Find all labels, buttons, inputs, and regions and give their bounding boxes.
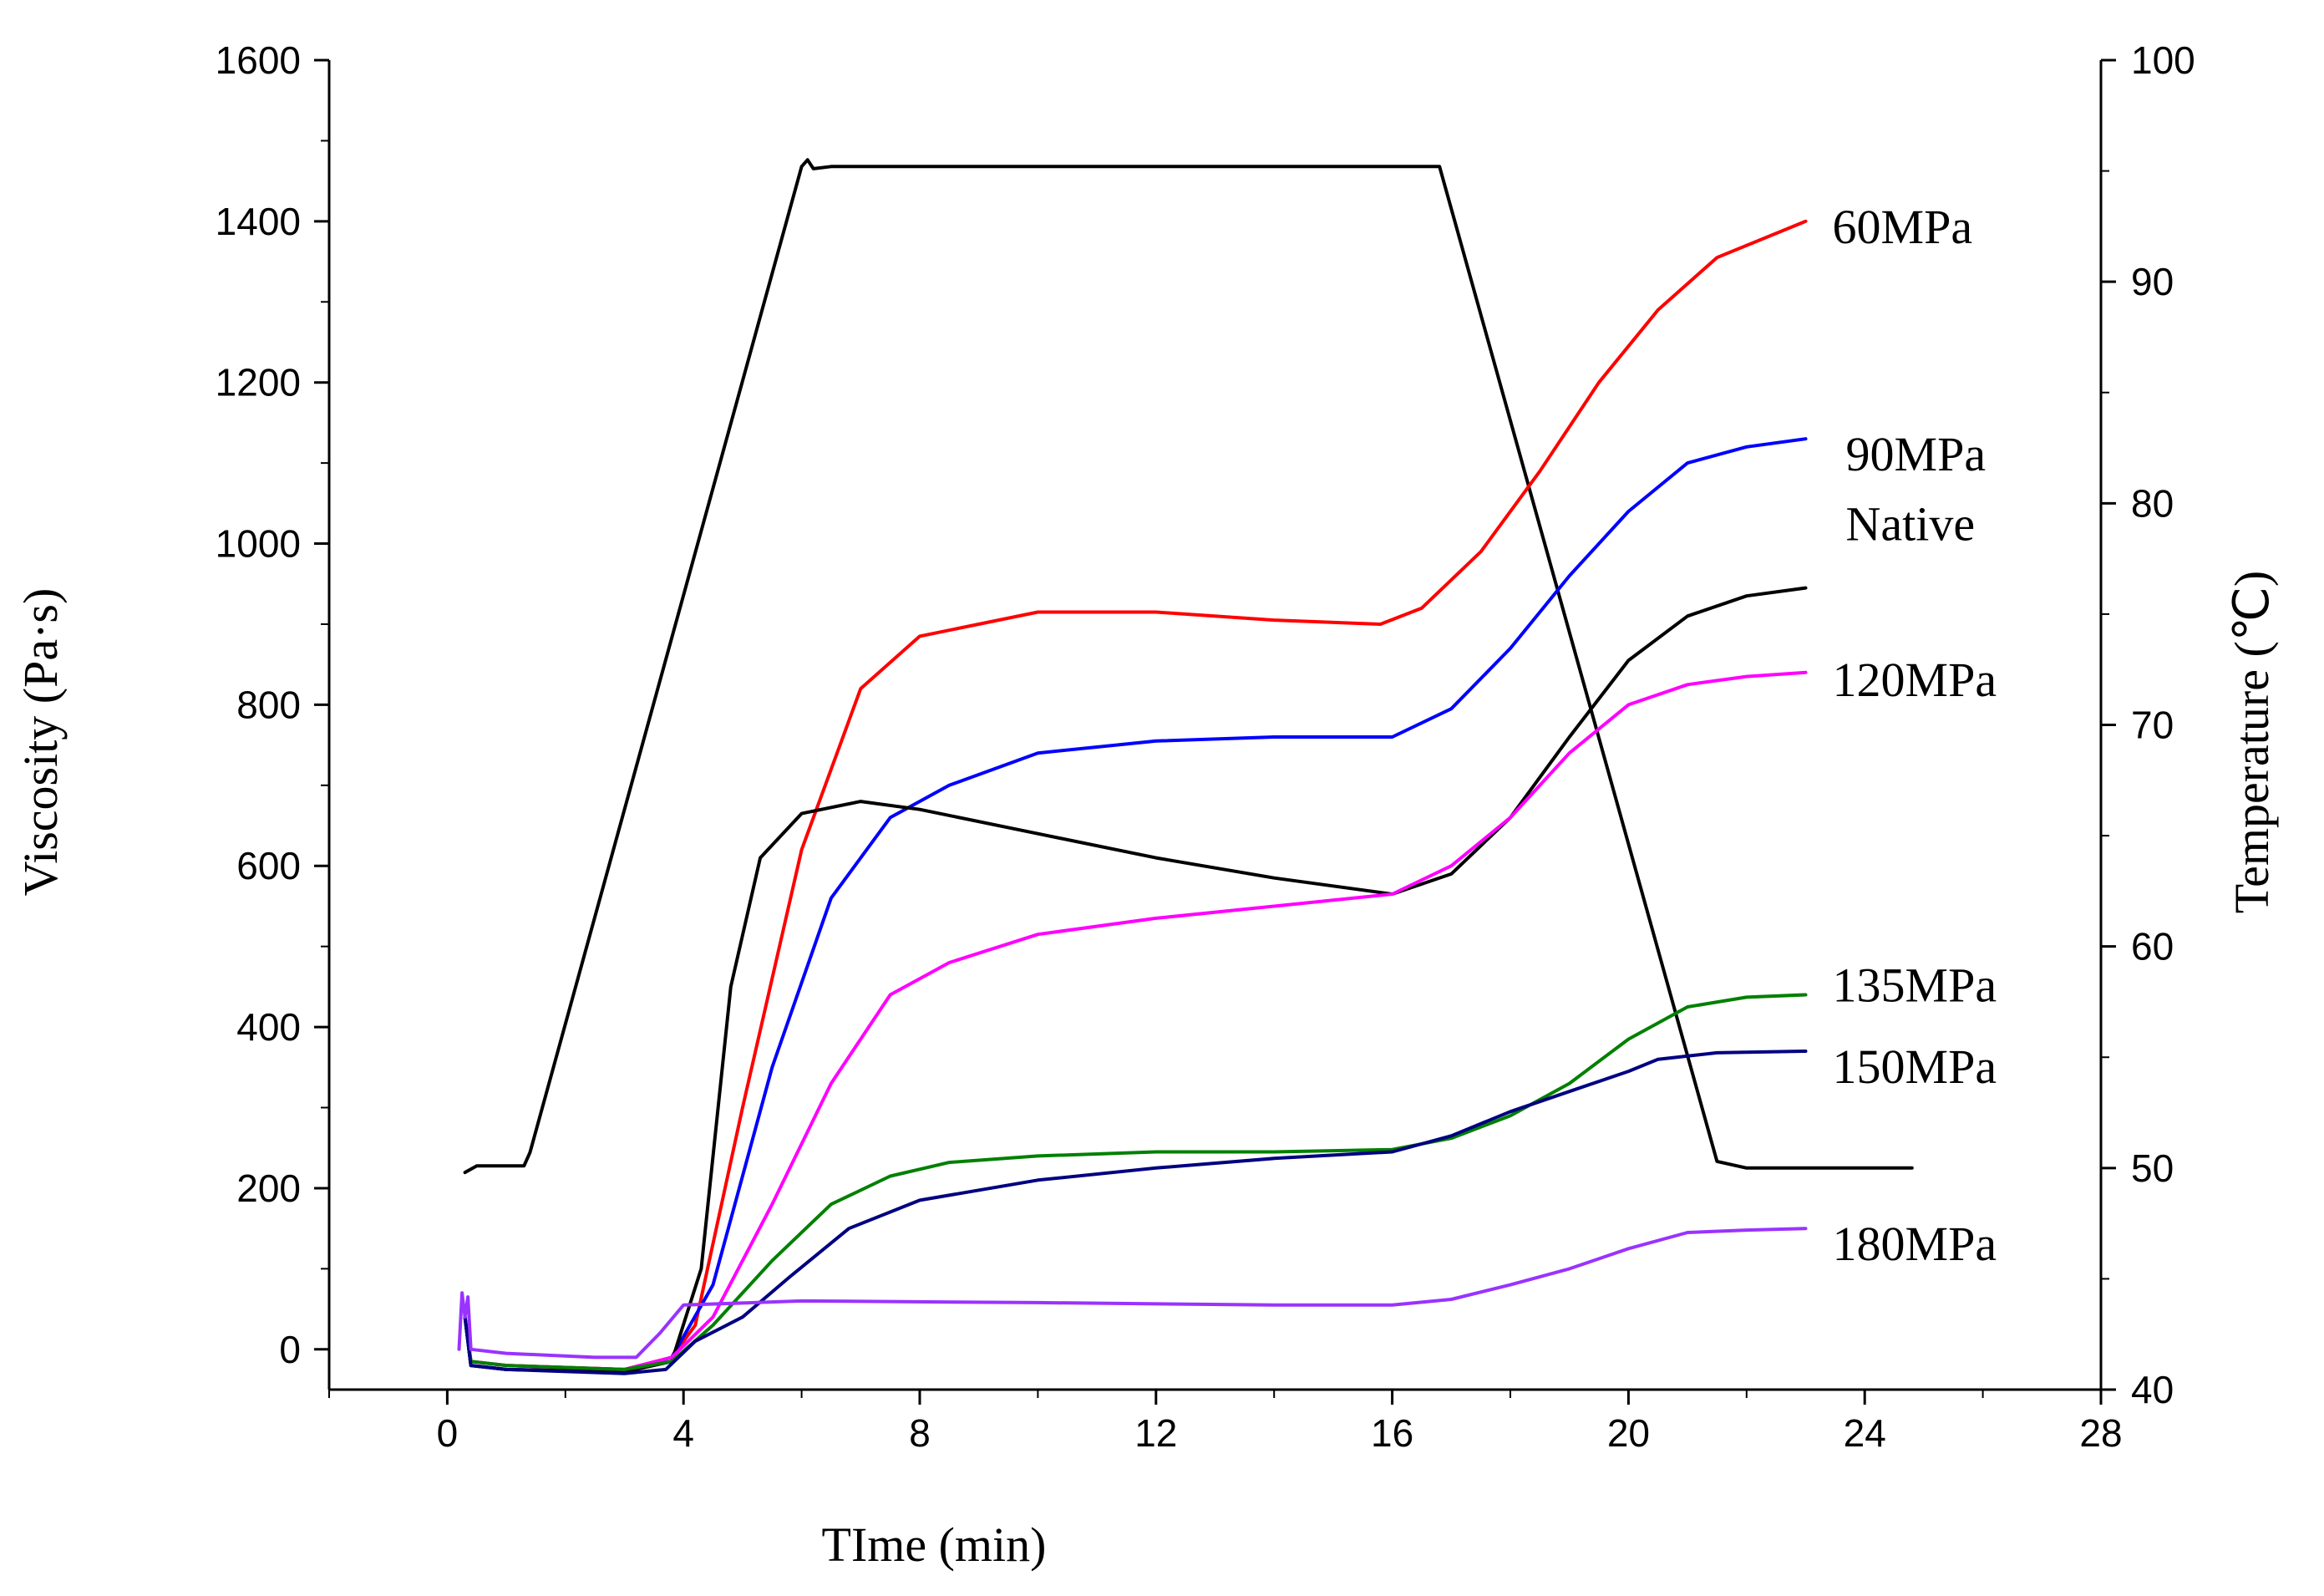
x-axis-title: TIme (min) [822,1517,1047,1572]
ticks: 0200400600800100012001400160040506070809… [216,38,2195,1455]
series-label-native: Native [1846,497,1976,551]
series-label-135mpa: 135MPa [1833,958,1997,1013]
x-tick-label: 20 [1607,1411,1650,1455]
axes [327,60,2103,1391]
y-tick-label: 1600 [216,38,301,82]
y2-tick-label: 80 [2131,481,2174,525]
series-line-90mpa [463,437,1808,1374]
y-tick-label: 400 [236,1005,301,1049]
series-label-150mpa: 150MPa [1833,1039,1997,1094]
y-tick-label: 800 [236,683,301,726]
x-tick-label: 16 [1371,1411,1413,1455]
y2-axis-title: Temperature (℃) [2225,571,2279,913]
y2-tick-label: 50 [2131,1146,2174,1190]
series-line-native [463,586,1808,1374]
y2-tick-label: 90 [2131,260,2174,303]
x-tick-label: 0 [437,1411,459,1455]
series-line-120mpa [463,670,1808,1371]
y2-tick-label: 70 [2131,704,2174,747]
y2-tick-label: 60 [2131,925,2174,968]
y2-tick-label: 100 [2131,38,2195,82]
series-label-60mpa: 60MPa [1833,200,1973,254]
series-line-60mpa [463,219,1808,1371]
y-tick-label: 1000 [216,522,301,566]
series-line-135mpa [463,993,1808,1371]
y-tick-label: 0 [279,1328,301,1371]
series-labels: 60MPa 90MPa Native 120MPa 135MPa 150MPa 180MPa [1833,200,1997,1271]
series-lines [457,158,1914,1375]
x-tick-label: 24 [1844,1411,1886,1455]
y-tick-label: 600 [236,844,301,887]
series-label-180mpa: 180MPa [1833,1217,1997,1271]
x-tick-label: 12 [1134,1411,1177,1455]
series-label-120mpa: 120MPa [1833,653,1997,707]
series-label-90mpa: 90MPa [1846,427,1987,481]
y-axis-title: Viscosity (Pa·s) [13,588,68,897]
series-line-180mpa [457,1227,1808,1360]
x-tick-label: 4 [672,1411,694,1455]
y-tick-label: 1200 [216,361,301,404]
x-tick-label: 8 [909,1411,931,1455]
series-line-temperature [463,158,1914,1175]
y-tick-label: 200 [236,1167,301,1210]
series-line-150mpa [463,1050,1808,1375]
y-tick-label: 1400 [216,200,301,243]
y2-tick-label: 40 [2131,1368,2174,1411]
x-tick-label: 28 [2079,1411,2122,1455]
